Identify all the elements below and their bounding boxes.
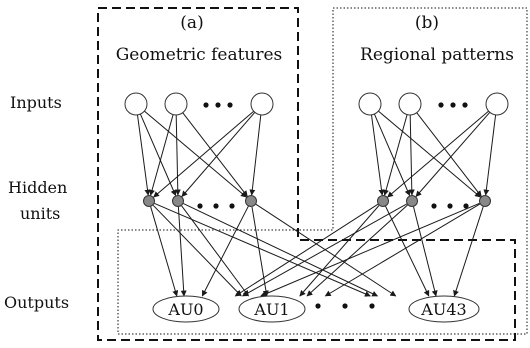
hidden-node — [143, 195, 155, 207]
input-hidden-edge-b — [415, 111, 491, 197]
panel-a-letter: (a) — [180, 13, 203, 33]
hidden-output-edge — [251, 206, 269, 297]
inputs-group-b — [358, 92, 509, 116]
hidden-group-b — [377, 195, 491, 209]
hidden-output-edge — [255, 203, 397, 297]
input-hidden-edge-a — [181, 111, 256, 197]
ellipsis-dot — [229, 203, 235, 209]
hidden-output-edge — [201, 206, 249, 297]
input-hidden-edge-a — [249, 114, 262, 196]
hidden-output-edge — [183, 203, 379, 297]
hidden-node — [406, 195, 418, 207]
input-hidden-edge-a — [182, 112, 248, 197]
ellipsis-dot — [450, 102, 456, 108]
input-hidden-edge-b — [378, 110, 481, 198]
hidden-output-edge — [181, 205, 249, 297]
hidden-node — [479, 195, 491, 207]
ellipsis-dot — [369, 303, 375, 309]
output-node-au1 — [238, 295, 306, 323]
hidden-output-edge — [154, 202, 371, 297]
hidden-output-edge — [299, 205, 380, 297]
ellipsis-dot — [438, 102, 444, 108]
input-hidden-edge-a — [144, 110, 247, 198]
ellipsis-dot — [197, 203, 203, 209]
ellipsis-dot — [227, 102, 233, 108]
hidden-output-edge — [177, 206, 187, 297]
ellipsis-dot — [462, 102, 468, 108]
hidden-output-edge — [260, 202, 480, 297]
ellipsis-dot — [215, 102, 221, 108]
input-node — [250, 92, 274, 116]
panel-a-title: Geometric features — [116, 45, 283, 65]
output-label-au0: AU0 — [167, 300, 203, 319]
input-node — [398, 92, 422, 116]
ellipsis-dot — [203, 102, 209, 108]
connections — [137, 110, 497, 297]
hidden-row-label-line1: Hidden — [8, 178, 67, 197]
hidden-output-edge — [150, 206, 179, 297]
ellipsis-dot — [463, 203, 469, 209]
input-hidden-edge-b — [483, 114, 497, 196]
hidden-row-label-line2: units — [20, 204, 60, 223]
input-hidden-edge-a — [139, 113, 177, 197]
input-hidden-edge-b — [373, 113, 411, 197]
input-hidden-edge-a — [153, 110, 255, 198]
input-hidden-edge-a — [149, 114, 174, 196]
output-node-au0 — [152, 295, 220, 323]
hidden-output-edge — [385, 206, 430, 297]
ellipsis-dot — [315, 303, 321, 309]
hidden-output-edge — [413, 206, 438, 297]
hidden-output-edge — [152, 204, 242, 297]
input-hidden-edge-a — [137, 114, 151, 196]
input-node — [124, 92, 148, 116]
input-node — [164, 92, 188, 116]
ellipsis-dot — [342, 303, 348, 309]
input-hidden-edge-a — [174, 114, 181, 196]
input-hidden-edge-b — [416, 112, 482, 197]
hidden-output-edge — [241, 203, 408, 297]
panel-b-border — [117, 7, 528, 335]
output-label-au43: AU43 — [420, 300, 466, 319]
outputs-row-label: Outputs — [4, 293, 69, 312]
input-hidden-edge-b — [408, 114, 415, 196]
panel-b-title: Regional patterns — [360, 45, 514, 65]
input-hidden-edge-b — [371, 114, 385, 196]
panel-a-border — [97, 7, 516, 341]
inputs-row-label: Inputs — [10, 93, 62, 112]
output-node-au43 — [408, 295, 480, 323]
panel-b-letter: (b) — [415, 13, 439, 33]
input-hidden-edge-b — [387, 110, 489, 198]
ellipsis-dot — [447, 203, 453, 209]
output-label-au1: AU1 — [253, 300, 289, 319]
hidden-output-edge — [453, 206, 484, 297]
input-node — [485, 92, 509, 116]
input-node — [358, 92, 382, 116]
hidden-output-edge — [234, 203, 379, 297]
hidden-output-edge — [306, 204, 408, 297]
hidden-node — [377, 195, 389, 207]
ellipsis-dot — [431, 203, 437, 209]
hidden-output-edge — [324, 203, 481, 297]
outputs-group: AU0 AU1 AU43 — [152, 295, 480, 323]
input-hidden-edge-b — [383, 114, 408, 196]
hidden-node — [172, 195, 184, 207]
hidden-node — [245, 195, 257, 207]
ellipsis-dot — [213, 203, 219, 209]
hidden-group-a — [143, 195, 257, 209]
inputs-group-a — [124, 92, 274, 116]
